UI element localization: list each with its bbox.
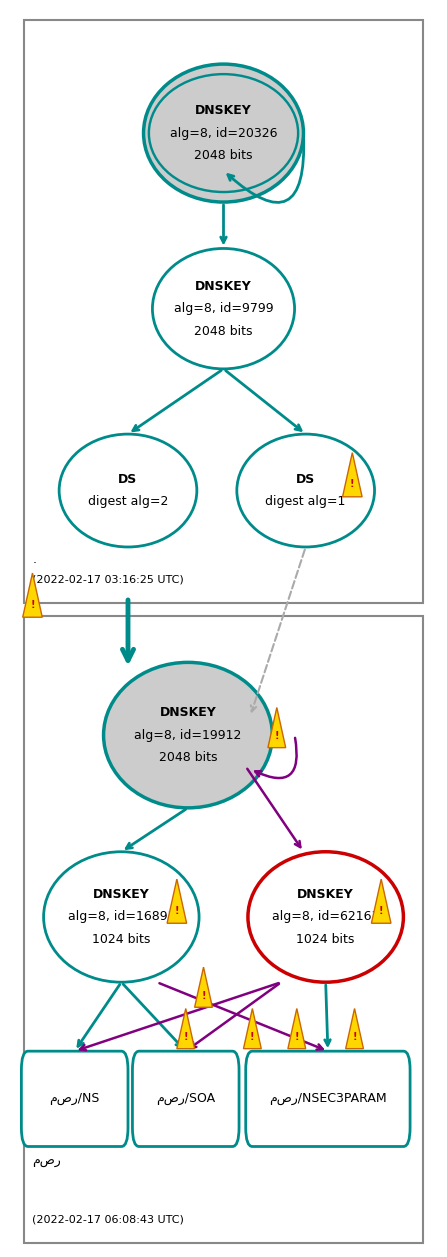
Text: 1024 bits: 1024 bits <box>92 933 151 947</box>
Polygon shape <box>268 708 286 748</box>
Text: مصر/NSEC3PARAM: مصر/NSEC3PARAM <box>269 1092 387 1105</box>
Text: !: ! <box>201 991 206 1001</box>
Polygon shape <box>194 967 212 1007</box>
Polygon shape <box>177 1008 194 1048</box>
Text: !: ! <box>274 732 279 742</box>
Ellipse shape <box>143 64 304 202</box>
Ellipse shape <box>237 434 375 547</box>
Ellipse shape <box>59 434 197 547</box>
Text: .: . <box>33 553 37 566</box>
Text: (2022-02-17 06:08:43 UTC): (2022-02-17 06:08:43 UTC) <box>33 1214 184 1224</box>
Text: alg=8, id=62163: alg=8, id=62163 <box>272 910 380 924</box>
Polygon shape <box>346 1008 363 1048</box>
Text: alg=8, id=16893: alg=8, id=16893 <box>67 910 175 924</box>
Text: !: ! <box>250 1032 255 1042</box>
Text: alg=8, id=9799: alg=8, id=9799 <box>174 302 273 316</box>
Text: 1024 bits: 1024 bits <box>296 933 355 947</box>
Ellipse shape <box>152 249 295 368</box>
Text: مصر/SOA: مصر/SOA <box>156 1092 215 1105</box>
Ellipse shape <box>44 852 199 982</box>
Polygon shape <box>288 1008 306 1048</box>
Polygon shape <box>371 879 391 923</box>
Text: !: ! <box>183 1032 188 1042</box>
Text: DNSKEY: DNSKEY <box>93 887 150 901</box>
Polygon shape <box>342 453 362 497</box>
Text: DNSKEY: DNSKEY <box>160 706 216 719</box>
Text: 2048 bits: 2048 bits <box>194 324 253 338</box>
Bar <box>24 616 423 1243</box>
Text: !: ! <box>175 906 179 916</box>
Text: 2048 bits: 2048 bits <box>194 150 253 162</box>
Text: digest alg=2: digest alg=2 <box>88 495 168 508</box>
Text: alg=8, id=20326: alg=8, id=20326 <box>170 127 277 140</box>
Polygon shape <box>23 573 42 617</box>
Text: DNSKEY: DNSKEY <box>195 279 252 293</box>
Text: DNSKEY: DNSKEY <box>297 887 354 901</box>
Text: digest alg=1: digest alg=1 <box>266 495 346 508</box>
Text: !: ! <box>30 600 35 610</box>
Text: DNSKEY: DNSKEY <box>195 104 252 117</box>
Text: !: ! <box>352 1032 357 1042</box>
Polygon shape <box>167 879 187 923</box>
Text: DS: DS <box>296 473 315 485</box>
Text: alg=8, id=19912: alg=8, id=19912 <box>134 729 242 742</box>
Text: !: ! <box>295 1032 299 1042</box>
FancyBboxPatch shape <box>132 1051 239 1146</box>
Ellipse shape <box>248 852 403 982</box>
Text: (2022-02-17 03:16:25 UTC): (2022-02-17 03:16:25 UTC) <box>33 574 184 585</box>
FancyBboxPatch shape <box>21 1051 128 1146</box>
Polygon shape <box>244 1008 261 1048</box>
Text: 2048 bits: 2048 bits <box>159 752 217 764</box>
Text: DS: DS <box>118 473 138 485</box>
Text: !: ! <box>379 906 384 916</box>
Bar <box>24 20 423 603</box>
Ellipse shape <box>104 662 272 808</box>
Text: !: ! <box>350 479 354 489</box>
FancyBboxPatch shape <box>246 1051 410 1146</box>
Text: مصر: مصر <box>33 1155 61 1168</box>
Text: مصر/NS: مصر/NS <box>50 1092 100 1105</box>
